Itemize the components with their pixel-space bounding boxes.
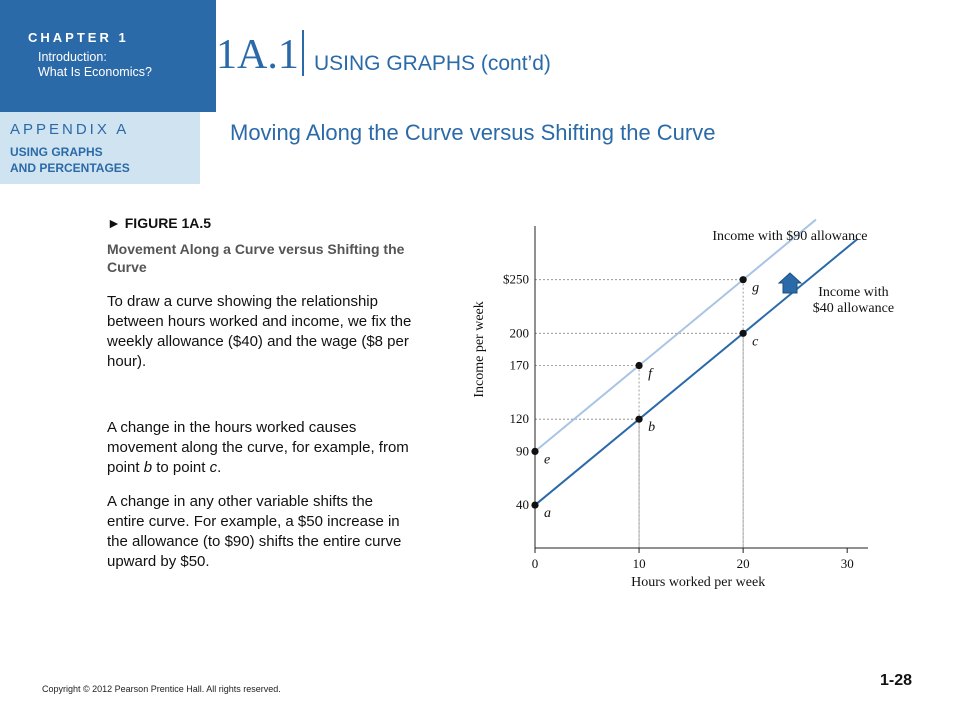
chapter-banner: CHAPTER 1 Introduction: What Is Economic… (0, 0, 216, 112)
slide-subtitle: Moving Along the Curve versus Shifting t… (230, 120, 716, 145)
paragraph-2-text-end: . (217, 459, 222, 476)
y-tick-label: 40 (516, 497, 529, 512)
x-axis-label: Hours worked per week (631, 575, 765, 590)
copyright: Copyright © 2012 Pearson Prentice Hall. … (42, 684, 281, 694)
body-paragraph-2: A change in the hours worked causes move… (107, 418, 412, 478)
paragraph-2-text: A change in the hours worked causes move… (107, 419, 409, 476)
point-e (531, 447, 539, 455)
home-up-arrow-icon[interactable] (777, 272, 803, 294)
point-label-b: b (648, 420, 655, 435)
y-axis-label: Income per week (472, 301, 487, 397)
series-lines (534, 218, 859, 506)
series-line-1 (534, 218, 817, 453)
point-a (531, 501, 539, 509)
appendix-subtitle-line2: AND PERCENTAGES (10, 161, 130, 175)
body-paragraph-3: A change in any other variable shifts th… (107, 493, 402, 570)
data-points (531, 276, 747, 509)
point-label-a: a (544, 506, 551, 521)
chapter-subtitle-line1: Introduction: (38, 50, 107, 64)
title-divider (302, 30, 304, 76)
point-c (739, 329, 747, 337)
figure-label: ► FIGURE 1A.5 (107, 215, 212, 231)
guide-lines (535, 279, 744, 548)
point-g (739, 276, 747, 284)
chart-labels: 0 10 20 30 40 90 120 170 200 $250 Hours worked per… (472, 229, 894, 590)
y-tick-label: $250 (503, 272, 529, 287)
series-line-2 (534, 238, 859, 506)
point-label-e: e (544, 452, 550, 467)
chapter-subtitle-line2: What Is Economics? (38, 65, 152, 79)
point-label-g: g (752, 281, 759, 296)
appendix-banner: APPENDIX A USING GRAPHS AND PERCENTAGES (0, 112, 200, 184)
figure-caption: Movement Along a Curve versus Shifting t… (107, 241, 405, 275)
paragraph-2-point-c: c (209, 459, 218, 476)
page-number: 1-28 (880, 672, 913, 689)
x-tick-label: 30 (841, 556, 854, 571)
point-f (635, 361, 643, 370)
paragraph-2-text-mid: to point (152, 459, 210, 476)
series-label-40-line2: $40 allowance (813, 301, 894, 316)
x-tick-label: 0 (532, 556, 539, 571)
slide-title: USING GRAPHS (cont’d) (314, 52, 551, 75)
point-label-c: c (752, 334, 759, 349)
section-number: 1A.1 (216, 32, 299, 78)
y-tick-label: 170 (510, 358, 530, 373)
point-label-f: f (648, 367, 654, 382)
y-tick-label: 200 (510, 325, 530, 340)
y-tick-label: 120 (510, 411, 530, 426)
paragraph-2-point-b: b (143, 459, 153, 476)
chapter-title: CHAPTER 1 (28, 30, 129, 45)
y-tick-label: 90 (516, 443, 529, 458)
income-hours-chart: 0 10 20 30 40 90 120 170 200 $250 Hours worked per… (472, 218, 894, 590)
chapter-subtitle: Introduction: What Is Economics? (38, 50, 208, 80)
appendix-subtitle-line1: USING GRAPHS (10, 145, 103, 159)
axes (534, 226, 868, 553)
point-b (635, 415, 643, 423)
series-label-90: Income with $90 allowance (712, 229, 867, 244)
x-tick-label: 20 (737, 556, 750, 571)
body-paragraph-1: To draw a curve showing the relationship… (107, 293, 412, 370)
x-tick-label: 10 (633, 556, 646, 571)
series-label-40-line1: Income with (818, 285, 888, 300)
appendix-title: APPENDIX A (10, 121, 130, 138)
appendix-subtitle: USING GRAPHS AND PERCENTAGES (10, 144, 130, 176)
